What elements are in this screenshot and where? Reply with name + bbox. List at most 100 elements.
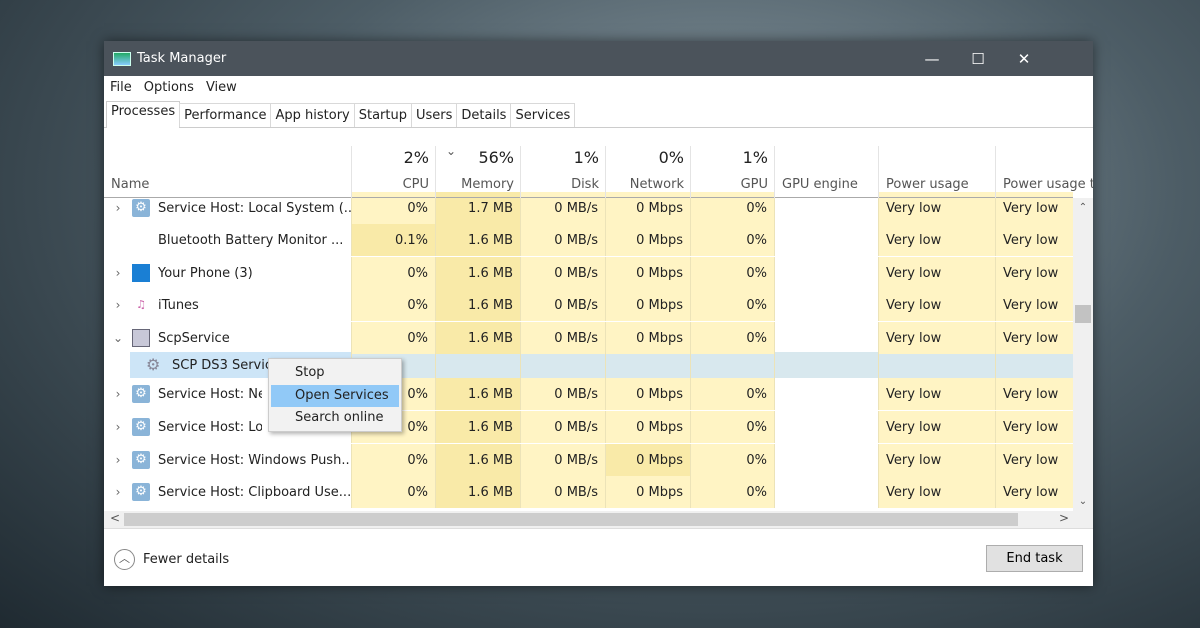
cell-power_trend: Very low xyxy=(995,476,1073,508)
column-header-gpu[interactable]: 1% GPU xyxy=(690,146,774,198)
cell-cpu: 0% xyxy=(351,257,435,289)
cell-network: 0 Mbps xyxy=(605,289,690,321)
process-table: › ⚙ Service Host: Clipboard Use... 0% 1.6 MB… xyxy=(104,128,1093,511)
task-manager-icon xyxy=(113,51,131,66)
cell-gpu_engine xyxy=(774,444,878,476)
cell-disk: 0 MB/s xyxy=(520,257,605,289)
cell-cpu: 0% xyxy=(351,476,435,508)
column-label: GPU engine xyxy=(782,177,858,192)
end-task-button[interactable]: End task xyxy=(986,545,1083,572)
chevron-right-icon[interactable]: › xyxy=(115,201,121,215)
cell-power_trend: Very low xyxy=(995,378,1073,410)
chevron-right-icon[interactable]: › xyxy=(115,266,121,280)
column-percent: 1% xyxy=(742,148,768,167)
column-header-disk[interactable]: 1% Disk xyxy=(520,146,605,198)
cell-cpu: 0% xyxy=(351,289,435,321)
cell-network: 0 Mbps xyxy=(605,476,690,508)
menu-view[interactable]: View xyxy=(205,80,237,95)
maximize-button[interactable]: ☐ xyxy=(971,49,985,68)
column-header-network[interactable]: 0% Network xyxy=(605,146,690,198)
scroll-right-icon[interactable]: > xyxy=(1058,511,1069,525)
your-phone-icon xyxy=(132,264,150,282)
column-header-cpu[interactable]: 2% CPU xyxy=(351,146,435,198)
column-header-gpu_engine[interactable]: GPU engine xyxy=(774,146,878,198)
column-header-memory[interactable]: 56% Memory ⌄ xyxy=(435,144,520,198)
column-percent: 2% xyxy=(403,148,429,167)
column-header-power_trend[interactable]: Power usage t xyxy=(995,146,1093,198)
cell-power xyxy=(878,352,995,378)
context-menu-item-stop[interactable]: Stop xyxy=(295,365,325,380)
cell-power_trend: Very low xyxy=(995,257,1073,289)
column-percent: 1% xyxy=(573,148,599,167)
scroll-thumb[interactable] xyxy=(1075,305,1091,323)
chevron-right-icon[interactable]: › xyxy=(115,485,121,499)
context-menu-item-open-services[interactable]: Open Services xyxy=(271,384,399,407)
process-name: Service Host: Windows Push... xyxy=(158,452,351,468)
minimize-button[interactable]: — xyxy=(924,49,940,68)
h-scroll-thumb[interactable] xyxy=(124,513,1018,526)
column-label: CPU xyxy=(402,177,429,192)
table-row[interactable]: Bluetooth Battery Monitor ... 0.1% 1.6 MB 0… xyxy=(104,224,1073,256)
table-row[interactable]: ⌄ ScpService 0% 1.6 MB 0 MB/s 0 Mbps 0% Very lo… xyxy=(104,322,1073,354)
table-row[interactable]: › ⚙ Service Host: Windows Push... 0% 1.6 MB 0… xyxy=(104,444,1073,476)
cell-gpu_engine xyxy=(774,322,878,354)
menu-options[interactable]: Options xyxy=(143,80,194,95)
vertical-scrollbar[interactable]: ⌃ ⌄ xyxy=(1073,198,1093,511)
cell-disk: 0 MB/s xyxy=(520,378,605,410)
horizontal-scrollbar[interactable]: < > xyxy=(104,511,1093,528)
tab-app-history[interactable]: App history xyxy=(270,103,355,127)
scroll-left-icon[interactable]: < xyxy=(110,511,121,525)
table-row[interactable]: › ♫ iTunes 0% 1.6 MB 0 MB/s 0 Mbps 0% Very low Ve… xyxy=(104,289,1073,321)
cell-disk: 0 MB/s xyxy=(520,289,605,321)
gear-icon: ⚙ xyxy=(132,483,150,501)
table-row[interactable]: › Your Phone (3) 0% 1.6 MB 0 MB/s 0 Mbps 0% Ver… xyxy=(104,257,1073,289)
chevron-right-icon[interactable]: › xyxy=(115,453,121,467)
cell-disk xyxy=(520,352,605,378)
cell-network: 0 Mbps xyxy=(605,444,690,476)
process-name-cell: Bluetooth Battery Monitor ... xyxy=(104,224,351,256)
table-row[interactable]: › ⚙ Service Host: Clipboard Use... 0% 1.6 MB… xyxy=(104,476,1073,508)
process-name: Service Host: Clipboard Use... xyxy=(158,484,351,500)
cell-memory: 1.6 MB xyxy=(435,476,520,508)
cell-network: 0 Mbps xyxy=(605,257,690,289)
tab-services[interactable]: Services xyxy=(510,103,576,127)
footer: ︿ Fewer details End task xyxy=(104,528,1093,586)
chevron-down-icon[interactable]: ⌄ xyxy=(112,331,124,345)
process-name-cell: › Your Phone (3) xyxy=(104,257,351,289)
tab-details[interactable]: Details xyxy=(456,103,512,127)
tab-performance[interactable]: Performance xyxy=(179,103,272,127)
close-button[interactable]: ✕ xyxy=(1017,49,1031,68)
process-name: SCP DS3 Service xyxy=(172,357,281,373)
gear-icon: ⚙ xyxy=(132,385,150,403)
cell-power_trend: Very low xyxy=(995,444,1073,476)
chevron-right-icon[interactable]: › xyxy=(115,298,121,312)
service-gears-icon: ⚙ xyxy=(146,355,161,374)
scroll-up-icon[interactable]: ⌃ xyxy=(1078,202,1088,213)
chevron-right-icon[interactable]: › xyxy=(115,387,121,401)
cell-power_trend: Very low xyxy=(995,224,1073,256)
cell-memory: 1.6 MB xyxy=(435,378,520,410)
menu-file[interactable]: File xyxy=(110,80,132,95)
column-header-name[interactable]: Name xyxy=(104,146,351,198)
fewer-details-button[interactable]: ︿ Fewer details xyxy=(114,549,229,570)
process-name-cell: ⌄ ScpService xyxy=(104,322,351,354)
cell-disk: 0 MB/s xyxy=(520,322,605,354)
process-name: iTunes xyxy=(158,297,199,313)
cell-cpu: 0.1% xyxy=(351,224,435,256)
cell-network: 0 Mbps xyxy=(605,224,690,256)
tab-startup[interactable]: Startup xyxy=(353,103,412,127)
tab-processes[interactable]: Processes xyxy=(106,101,181,128)
cell-network xyxy=(605,352,690,378)
tab-users[interactable]: Users xyxy=(410,103,458,127)
table-row[interactable]: ⚙ SCP DS3 Service xyxy=(104,352,1073,378)
header-divider xyxy=(104,197,1073,198)
chevron-right-icon[interactable]: › xyxy=(115,420,121,434)
column-header-power[interactable]: Power usage xyxy=(878,146,995,198)
context-menu-item-search-online[interactable]: Search online xyxy=(295,410,384,425)
scroll-down-icon[interactable]: ⌄ xyxy=(1078,496,1088,507)
column-label: Power usage t xyxy=(1003,177,1093,192)
cell-disk: 0 MB/s xyxy=(520,411,605,443)
cell-disk: 0 MB/s xyxy=(520,476,605,508)
